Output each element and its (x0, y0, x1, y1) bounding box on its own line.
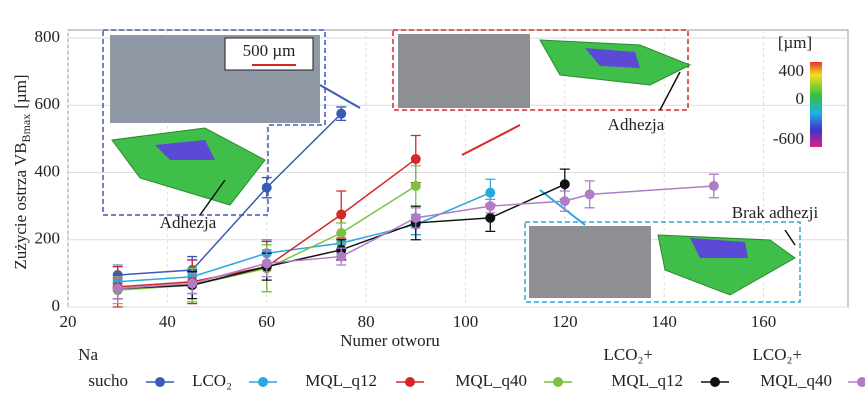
data-point (336, 228, 346, 238)
colorbar-label: [µm] (778, 33, 812, 52)
y-label-unit: [µm] (11, 74, 30, 108)
y-tick-label: 800 (35, 27, 61, 46)
data-point (709, 181, 719, 191)
data-point (485, 201, 495, 211)
data-point (585, 189, 595, 199)
legend-marker (710, 377, 720, 387)
y-label-main: Zużycie ostrza VB (11, 142, 30, 269)
annotation: Brak adhezji (732, 203, 819, 222)
annotation: Adhezja (608, 115, 665, 134)
legend-label-line: Na (78, 345, 98, 364)
legend-label-line: sucho (88, 371, 128, 390)
chart: 500 µm Adhezja Adhezja Brak adhezji [µm]… (0, 0, 865, 404)
inset-photo (398, 34, 530, 108)
inset-3d (112, 128, 265, 205)
data-point (485, 188, 495, 198)
legend-label: Na sucho (78, 345, 128, 390)
y-axis-label: Zużycie ostrza VBBmax [µm] (11, 74, 33, 269)
colorbar-tick: 400 (779, 61, 805, 80)
x-axis-label: Numer otworu (340, 331, 440, 350)
data-point (411, 213, 421, 223)
legend-label: MQL_q12 (305, 371, 377, 390)
legend-label-line: LCO₂+ (603, 345, 653, 364)
x-tick-label: 40 (159, 312, 176, 331)
legend-marker (553, 377, 563, 387)
x-tick-label: 80 (358, 312, 375, 331)
data-point (187, 278, 197, 288)
colorbar-tick: 0 (796, 89, 805, 108)
legend-marker (405, 377, 415, 387)
legend-label-line: MQL_q40 (760, 371, 832, 390)
data-point (411, 181, 421, 191)
legend-label: LCO₂+ MQL_q40 (752, 345, 832, 390)
legend-label-line: MQL_q12 (611, 371, 683, 390)
legend-label: LCO₂ (192, 371, 232, 390)
legend-marker (258, 377, 268, 387)
legend-label-line: LCO₂+ (752, 345, 802, 364)
y-tick-label: 600 (35, 94, 61, 113)
data-point (485, 213, 495, 223)
data-point (336, 210, 346, 220)
data-point (262, 183, 272, 193)
arrow (320, 85, 360, 108)
arrow (785, 230, 795, 245)
scale-label: 500 µm (243, 41, 296, 60)
legend-marker (155, 377, 165, 387)
data-point (113, 284, 123, 294)
legend-label: LCO₂+ MQL_q12 (603, 345, 683, 390)
y-label-sub: Bmax (19, 114, 33, 143)
series-line (118, 193, 491, 282)
x-tick-label: 140 (651, 312, 677, 331)
x-tick-label: 160 (751, 312, 777, 331)
data-point (336, 109, 346, 119)
colorbar (810, 62, 822, 147)
data-point (560, 196, 570, 206)
y-tick-label: 200 (35, 229, 61, 248)
data-point (411, 154, 421, 164)
x-tick-label: 60 (258, 312, 275, 331)
colorbar-tick: -600 (773, 129, 804, 148)
data-point (560, 179, 570, 189)
x-tick-label: 100 (453, 312, 479, 331)
x-tick-label: 20 (60, 312, 77, 331)
y-tick-label: 400 (35, 161, 61, 180)
x-tick-label: 120 (552, 312, 578, 331)
data-point (262, 258, 272, 268)
data-point (336, 252, 346, 262)
inset-photo (529, 226, 651, 298)
arrow (540, 190, 585, 225)
legend-label: MQL_q40 (455, 371, 527, 390)
legend-marker (857, 377, 865, 387)
annotation: Adhezja (160, 213, 217, 232)
arrow (462, 125, 520, 155)
